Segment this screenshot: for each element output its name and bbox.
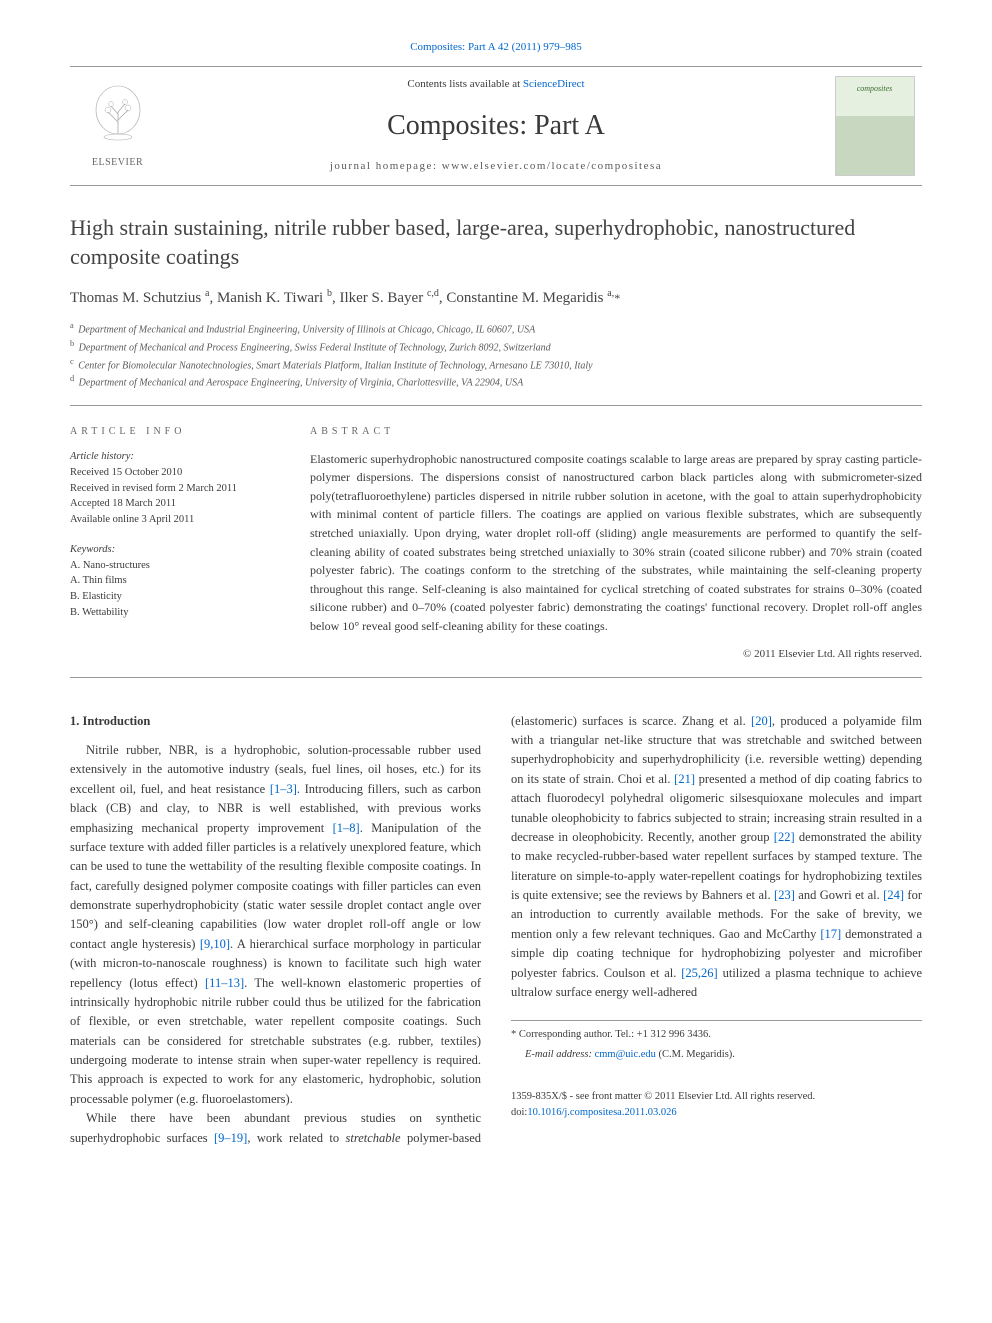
history-line: Received in revised form 2 March 2011	[70, 481, 270, 497]
abstract-column: ABSTRACT Elastomeric superhydrophobic na…	[310, 424, 922, 662]
journal-title: Composites: Part A	[387, 106, 605, 147]
contents-prefix: Contents lists available at	[407, 78, 522, 90]
masthead: ELSEVIER Contents lists available at Sci…	[70, 66, 922, 186]
body-paragraph: Nitrile rubber, NBR, is a hydrophobic, s…	[70, 741, 481, 1109]
affiliation-line: b Department of Mechanical and Process E…	[70, 338, 922, 356]
keyword-line: B. Elasticity	[70, 589, 270, 605]
article-history-block: Article history: Received 15 October 201…	[70, 449, 270, 528]
sciencedirect-link[interactable]: ScienceDirect	[523, 78, 585, 90]
contents-lists-line: Contents lists available at ScienceDirec…	[407, 77, 584, 93]
article-info-heading: ARTICLE INFO	[70, 424, 270, 439]
doi-line: doi:10.1016/j.compositesa.2011.03.026	[511, 1105, 922, 1121]
doi-link[interactable]: 10.1016/j.compositesa.2011.03.026	[527, 1107, 676, 1118]
publisher-name: ELSEVIER	[92, 156, 143, 171]
journal-citation: Composites: Part A 42 (2011) 979–985	[70, 40, 922, 56]
article-body: 1. Introduction Nitrile rubber, NBR, is …	[70, 712, 922, 1148]
keywords-label: Keywords:	[70, 542, 270, 558]
introduction-heading: 1. Introduction	[70, 712, 481, 731]
affiliation-list: a Department of Mechanical and Industria…	[70, 320, 922, 391]
journal-cover-thumbnail: composites	[835, 76, 915, 176]
front-matter-line: 1359-835X/$ - see front matter © 2011 El…	[511, 1089, 922, 1105]
elsevier-tree-icon	[88, 82, 148, 152]
history-line: Accepted 18 March 2011	[70, 496, 270, 512]
article-history-label: Article history:	[70, 449, 270, 465]
history-line: Available online 3 April 2011	[70, 512, 270, 528]
corresponding-footnote: * Corresponding author. Tel.: +1 312 996…	[511, 1020, 922, 1063]
journal-homepage-line: journal homepage: www.elsevier.com/locat…	[330, 159, 662, 175]
journal-cover-pane: composites	[827, 67, 922, 185]
article-title: High strain sustaining, nitrile rubber b…	[70, 214, 922, 271]
homepage-url: www.elsevier.com/locate/compositesa	[442, 160, 662, 172]
abstract-heading: ABSTRACT	[310, 424, 922, 440]
email-label: E-mail address:	[525, 1049, 592, 1060]
front-matter-block: 1359-835X/$ - see front matter © 2011 El…	[511, 1089, 922, 1122]
info-abstract-row: ARTICLE INFO Article history: Received 1…	[70, 406, 922, 662]
email-owner: (C.M. Megaridis).	[659, 1049, 735, 1060]
author-list: Thomas M. Schutzius a, Manish K. Tiwari …	[70, 287, 922, 310]
elsevier-logo: ELSEVIER	[78, 78, 158, 173]
corresponding-author-note: * Corresponding author. Tel.: +1 312 996…	[511, 1027, 922, 1043]
doi-label: doi:	[511, 1107, 527, 1118]
keyword-line: A. Thin films	[70, 573, 270, 589]
history-line: Received 15 October 2010	[70, 465, 270, 481]
corresponding-email-line: E-mail address: cmm@uic.edu (C.M. Megari…	[511, 1047, 922, 1063]
affiliation-line: c Center for Biomolecular Nanotechnologi…	[70, 356, 922, 374]
publisher-logo-pane: ELSEVIER	[70, 67, 165, 185]
masthead-center: Contents lists available at ScienceDirec…	[165, 67, 827, 185]
section-divider	[70, 677, 922, 678]
affiliation-line: a Department of Mechanical and Industria…	[70, 320, 922, 338]
article-info-column: ARTICLE INFO Article history: Received 1…	[70, 424, 270, 662]
keyword-line: B. Wettability	[70, 605, 270, 621]
keywords-block: Keywords: A. Nano-structuresA. Thin film…	[70, 542, 270, 621]
homepage-prefix: journal homepage:	[330, 160, 442, 172]
keyword-line: A. Nano-structures	[70, 558, 270, 574]
corresponding-email-link[interactable]: cmm@uic.edu	[595, 1049, 656, 1060]
affiliation-line: d Department of Mechanical and Aerospace…	[70, 373, 922, 391]
abstract-copyright: © 2011 Elsevier Ltd. All rights reserved…	[310, 646, 922, 663]
abstract-text: Elastomeric superhydrophobic nanostructu…	[310, 450, 922, 636]
